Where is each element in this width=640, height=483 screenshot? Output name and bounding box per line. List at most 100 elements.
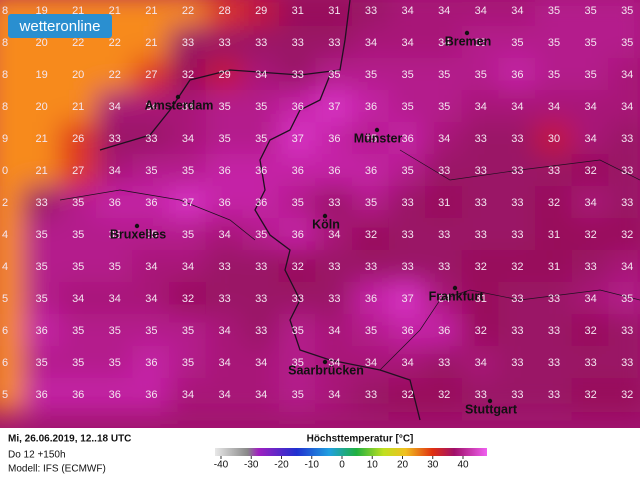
temp-cell xyxy=(169,122,207,156)
temp-cell xyxy=(169,346,207,380)
temp-value: 34 xyxy=(218,389,230,401)
temp-value: 33 xyxy=(438,229,450,241)
temp-cell xyxy=(132,154,171,188)
temp-cell xyxy=(425,186,464,220)
temp-cell xyxy=(535,218,573,252)
temp-value: 33 xyxy=(511,133,523,145)
scale-label: -30 xyxy=(244,460,259,471)
temp-value: 34 xyxy=(182,389,194,401)
temp-cell xyxy=(388,186,427,220)
temp-value: 35 xyxy=(584,5,596,17)
temp-cell xyxy=(388,378,427,412)
temp-value: 32 xyxy=(548,197,560,209)
temp-value: 35 xyxy=(218,101,230,113)
temp-cell xyxy=(425,250,464,284)
temp-cell xyxy=(388,218,427,252)
temp-value: 32 xyxy=(584,389,596,401)
temp-value: 32 xyxy=(182,69,194,81)
temp-cell xyxy=(535,250,573,284)
temp-cell xyxy=(0,218,24,252)
temp-value: 35 xyxy=(621,5,633,17)
temp-cell xyxy=(242,58,281,92)
temp-value: 33 xyxy=(255,325,267,337)
temp-value: 34 xyxy=(365,37,377,49)
temp-value: 33 xyxy=(475,197,487,209)
run: Do 12 +150h xyxy=(8,450,66,461)
temp-value: 2 xyxy=(2,197,8,209)
temp-value: 34 xyxy=(584,197,596,209)
temp-value: 35 xyxy=(182,357,194,369)
temp-cell xyxy=(205,218,244,252)
temp-value: 35 xyxy=(35,229,47,241)
city-label: Amsterdam xyxy=(145,98,214,112)
temp-value: 36 xyxy=(109,197,121,209)
temp-value: 36 xyxy=(255,165,267,177)
temp-value: 35 xyxy=(218,133,230,145)
temp-value: 34 xyxy=(109,165,121,177)
temp-cell xyxy=(95,186,134,220)
temp-cell xyxy=(278,282,317,316)
temp-cell xyxy=(535,314,573,348)
temp-cell xyxy=(95,346,134,380)
temp-value: 34 xyxy=(621,261,633,273)
temp-cell xyxy=(535,378,573,412)
temp-cell xyxy=(242,90,281,124)
temp-cell xyxy=(352,250,390,284)
model: Modell: IFS (ECMWF) xyxy=(8,464,106,475)
temp-cell xyxy=(352,378,390,412)
temp-value: 33 xyxy=(621,133,633,145)
temp-value: 35 xyxy=(401,101,413,113)
temp-value: 21 xyxy=(35,165,47,177)
temp-cell xyxy=(169,314,207,348)
temp-cell xyxy=(352,26,390,60)
temp-cell xyxy=(132,58,171,92)
temp-value: 33 xyxy=(365,389,377,401)
temp-cell xyxy=(169,282,207,316)
temp-cell xyxy=(425,378,464,412)
temp-value: 33 xyxy=(182,37,194,49)
temp-cell xyxy=(388,58,427,92)
temp-cell xyxy=(608,218,640,252)
temp-value: 34 xyxy=(72,293,84,305)
temp-value: 9 xyxy=(2,133,8,145)
temp-value: 33 xyxy=(218,293,230,305)
temp-cell xyxy=(95,154,134,188)
temp-value: 8 xyxy=(2,69,8,81)
temp-cell xyxy=(0,378,24,412)
map-area: 8 19 21 21 21 22 28 29 31 31 33 34 34 34 34 35 35 358 20 22… xyxy=(0,0,640,428)
temp-value: 34 xyxy=(218,325,230,337)
logo[interactable]: wetteronline xyxy=(19,18,101,35)
temp-cell xyxy=(571,282,610,316)
temp-cell xyxy=(59,218,98,252)
temp-value: 33 xyxy=(511,165,523,177)
temp-value: 4 xyxy=(2,229,8,241)
temp-cell xyxy=(425,122,464,156)
logo-box[interactable] xyxy=(8,14,112,38)
temp-value: 34 xyxy=(365,357,377,369)
temp-value: 33 xyxy=(218,261,230,273)
temp-cell xyxy=(22,186,61,220)
temp-value: 34 xyxy=(438,5,450,17)
temp-value: 36 xyxy=(292,229,304,241)
temp-cell xyxy=(461,282,500,316)
temp-value: 31 xyxy=(328,5,340,17)
temp-value: 8 xyxy=(2,101,8,113)
temp-cell xyxy=(132,26,171,60)
temp-value: 36 xyxy=(292,101,304,113)
temp-value: 33 xyxy=(475,389,487,401)
temp-cell xyxy=(59,58,98,92)
temp-cell xyxy=(132,0,171,28)
temp-value: 35 xyxy=(145,229,157,241)
temp-cell xyxy=(205,90,244,124)
temp-value: 28 xyxy=(218,5,230,17)
temp-value: 33 xyxy=(292,293,304,305)
temp-cell xyxy=(461,0,500,28)
temp-cell xyxy=(169,58,207,92)
temp-cell xyxy=(315,186,354,220)
temp-cell xyxy=(425,58,464,92)
temp-value: 34 xyxy=(511,101,523,113)
temp-cell xyxy=(0,186,24,220)
temp-value: 35 xyxy=(365,133,377,145)
temp-cell xyxy=(169,0,207,28)
temp-value: 19 xyxy=(35,5,47,17)
